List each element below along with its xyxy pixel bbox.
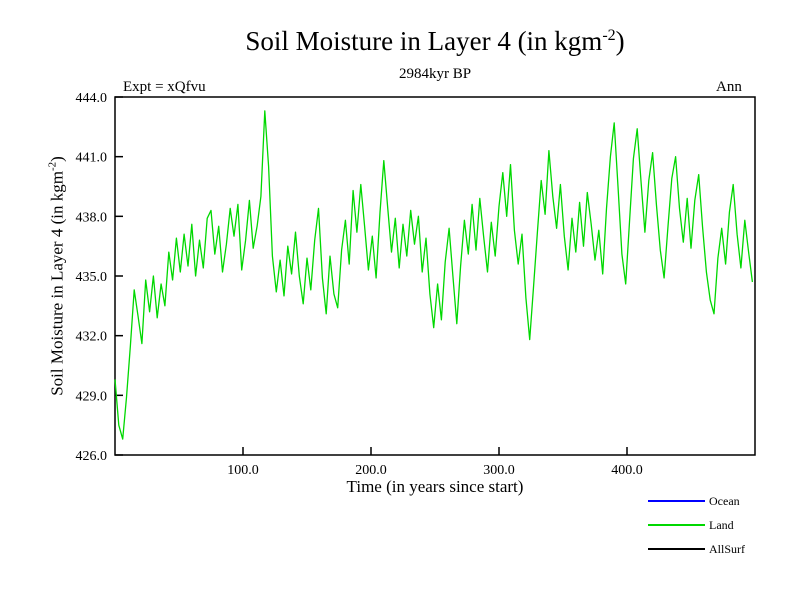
y-tick-label: 444.0 [76, 91, 108, 106]
legend-label-ocean: Ocean [709, 493, 740, 508]
period-label: Ann [716, 79, 742, 95]
legend-item-land: Land [648, 513, 745, 537]
x-tick-label: 200.0 [355, 463, 387, 478]
legend-label-allsurf: AllSurf [709, 541, 745, 556]
series-land [114, 110, 754, 440]
y-tick-label: 435.0 [76, 270, 108, 285]
x-tick-label: 100.0 [227, 463, 259, 478]
ocean-line-swatch [648, 500, 705, 502]
land-line-swatch [648, 524, 705, 526]
chart-title-text: Soil Moisture in Layer 4 (in kgm [245, 26, 603, 56]
chart-title-suffix: ) [615, 26, 625, 56]
x-tick-label: 400.0 [611, 463, 643, 478]
allsurf-line-swatch [648, 548, 705, 550]
chart-title-superscript: -2 [602, 27, 616, 44]
x-tick-label: 300.0 [483, 463, 515, 478]
y-tick-label: 432.0 [76, 330, 108, 345]
chart-subtitle: 2984kyr BP [398, 66, 472, 82]
experiment-label: Expt = xQfvu [123, 79, 206, 95]
plot-frame [114, 96, 756, 456]
y-tick-label: 426.0 [76, 449, 108, 464]
legend: Ocean Land AllSurf [648, 489, 745, 561]
legend-item-allsurf: AllSurf [648, 537, 745, 561]
legend-label-land: Land [709, 517, 734, 532]
legend-item-ocean: Ocean [648, 489, 745, 513]
chart-title: Soil Moisture in Layer 4 (in kgm-2) [245, 26, 624, 57]
y-tick-label: 429.0 [76, 389, 108, 404]
x-axis-label: Time (in years since start) [346, 477, 524, 496]
y-tick-label: 438.0 [76, 210, 108, 225]
y-tick-label: 441.0 [76, 151, 108, 166]
